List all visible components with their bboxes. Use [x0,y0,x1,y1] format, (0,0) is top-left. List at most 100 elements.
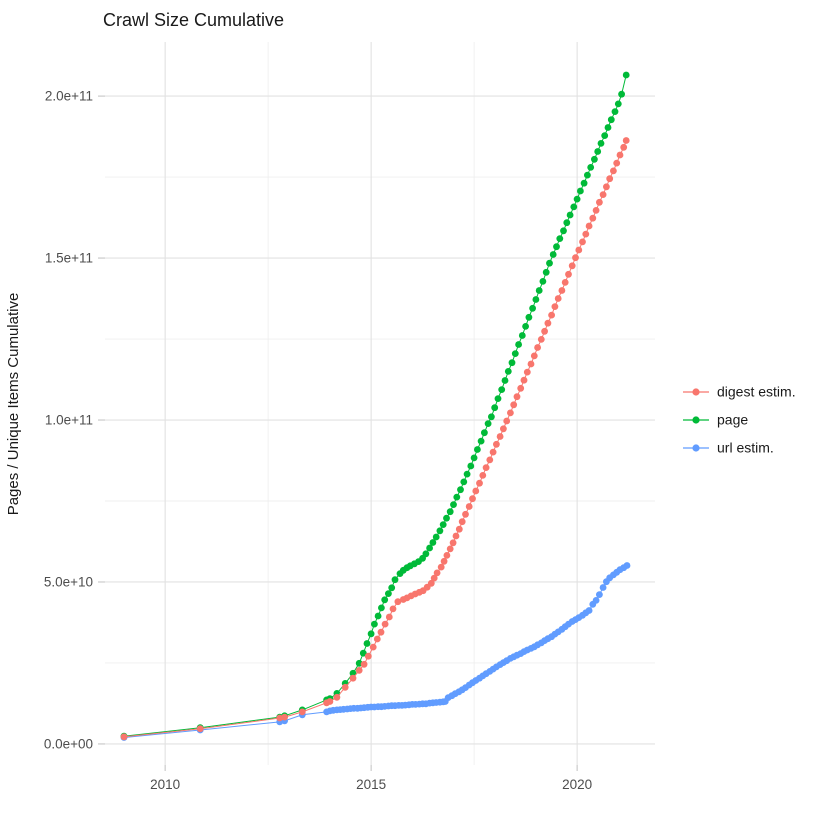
data-point [585,222,593,230]
data-point [349,669,357,677]
data-point [430,574,438,582]
data-point [541,327,548,335]
data-point [604,124,612,131]
data-point [539,278,547,285]
x-tick-label: 2015 [356,777,386,792]
y-tick-label: 1.5e+11 [45,251,93,266]
data-point [440,557,448,565]
data-point [359,649,367,657]
data-point [470,454,478,462]
data-point [469,495,476,503]
y-tick-label: 1.0e+11 [45,413,93,428]
data-point [491,404,499,412]
data-point [572,254,579,262]
data-point [520,376,528,384]
data-point [484,420,492,427]
data-point [439,521,447,528]
legend-item-url-estim: url estim. [683,440,774,456]
data-point [507,409,514,417]
data-point [474,446,481,453]
data-point [120,733,128,741]
data-point [426,544,433,552]
data-point [575,246,583,254]
data-point [488,413,495,421]
data-point [482,464,490,471]
data-point [529,304,536,312]
data-point [449,539,457,547]
data-point [532,296,540,303]
data-point [481,429,488,437]
data-point [553,243,560,251]
data-point [467,462,475,470]
legend-label-url-estim: url estim. [717,440,774,456]
data-point [500,425,507,433]
data-point [535,287,543,294]
chart-title: Crawl Size Cumulative [103,10,284,30]
data-point [518,332,526,339]
data-point [394,598,402,606]
data-point [613,159,621,167]
data-point [446,545,454,553]
data-point [374,612,382,620]
series-url-estim- [120,562,631,741]
series-layer [120,71,631,741]
data-point [477,437,485,445]
data-point [476,479,483,487]
data-point [513,393,521,401]
axis-ticks [98,95,578,771]
series-page [120,71,630,740]
data-point [360,660,368,668]
series-digest-estim- [120,137,630,741]
data-point [570,203,578,211]
data-point [437,563,445,571]
data-point [455,525,463,533]
data-point [504,368,512,375]
data-point [614,100,622,108]
data-point [592,597,600,604]
data-point [589,214,597,222]
data-point [460,478,468,486]
data-point [599,191,607,199]
data-point [196,725,204,733]
data-point [584,171,591,179]
data-point [517,384,525,392]
data-point [511,350,519,357]
data-point [622,71,630,79]
data-point [501,377,509,384]
data-point [385,590,392,597]
y-tick-label: 2.0e+11 [45,89,93,104]
data-point [558,287,566,294]
data-point [450,501,457,508]
data-point [341,683,349,691]
data-point [388,584,396,592]
legend-item-digest-estim: digest estim. [683,384,796,400]
data-point [592,207,600,214]
data-point [429,539,437,546]
data-point [281,713,288,721]
data-point [580,179,588,187]
data-point [472,487,480,495]
data-point [582,230,590,238]
data-point [565,270,572,278]
data-point [620,143,628,151]
data-point [530,352,538,360]
data-point [566,211,574,219]
data-point [606,175,614,183]
data-point [622,137,630,144]
data-point [373,635,381,643]
data-point [465,503,473,510]
data-point [597,140,605,147]
data-point [623,562,631,569]
data-point [432,533,440,541]
data-point [298,708,306,716]
data-point [554,295,562,302]
data-point [594,148,602,155]
data-point [496,433,504,440]
data-point [371,620,378,628]
legend-label-page: page [717,412,748,428]
data-point [508,359,516,367]
data-point [522,323,529,330]
data-point [349,674,357,682]
data-point [364,652,372,660]
legend-key-dot-icon [692,388,700,396]
